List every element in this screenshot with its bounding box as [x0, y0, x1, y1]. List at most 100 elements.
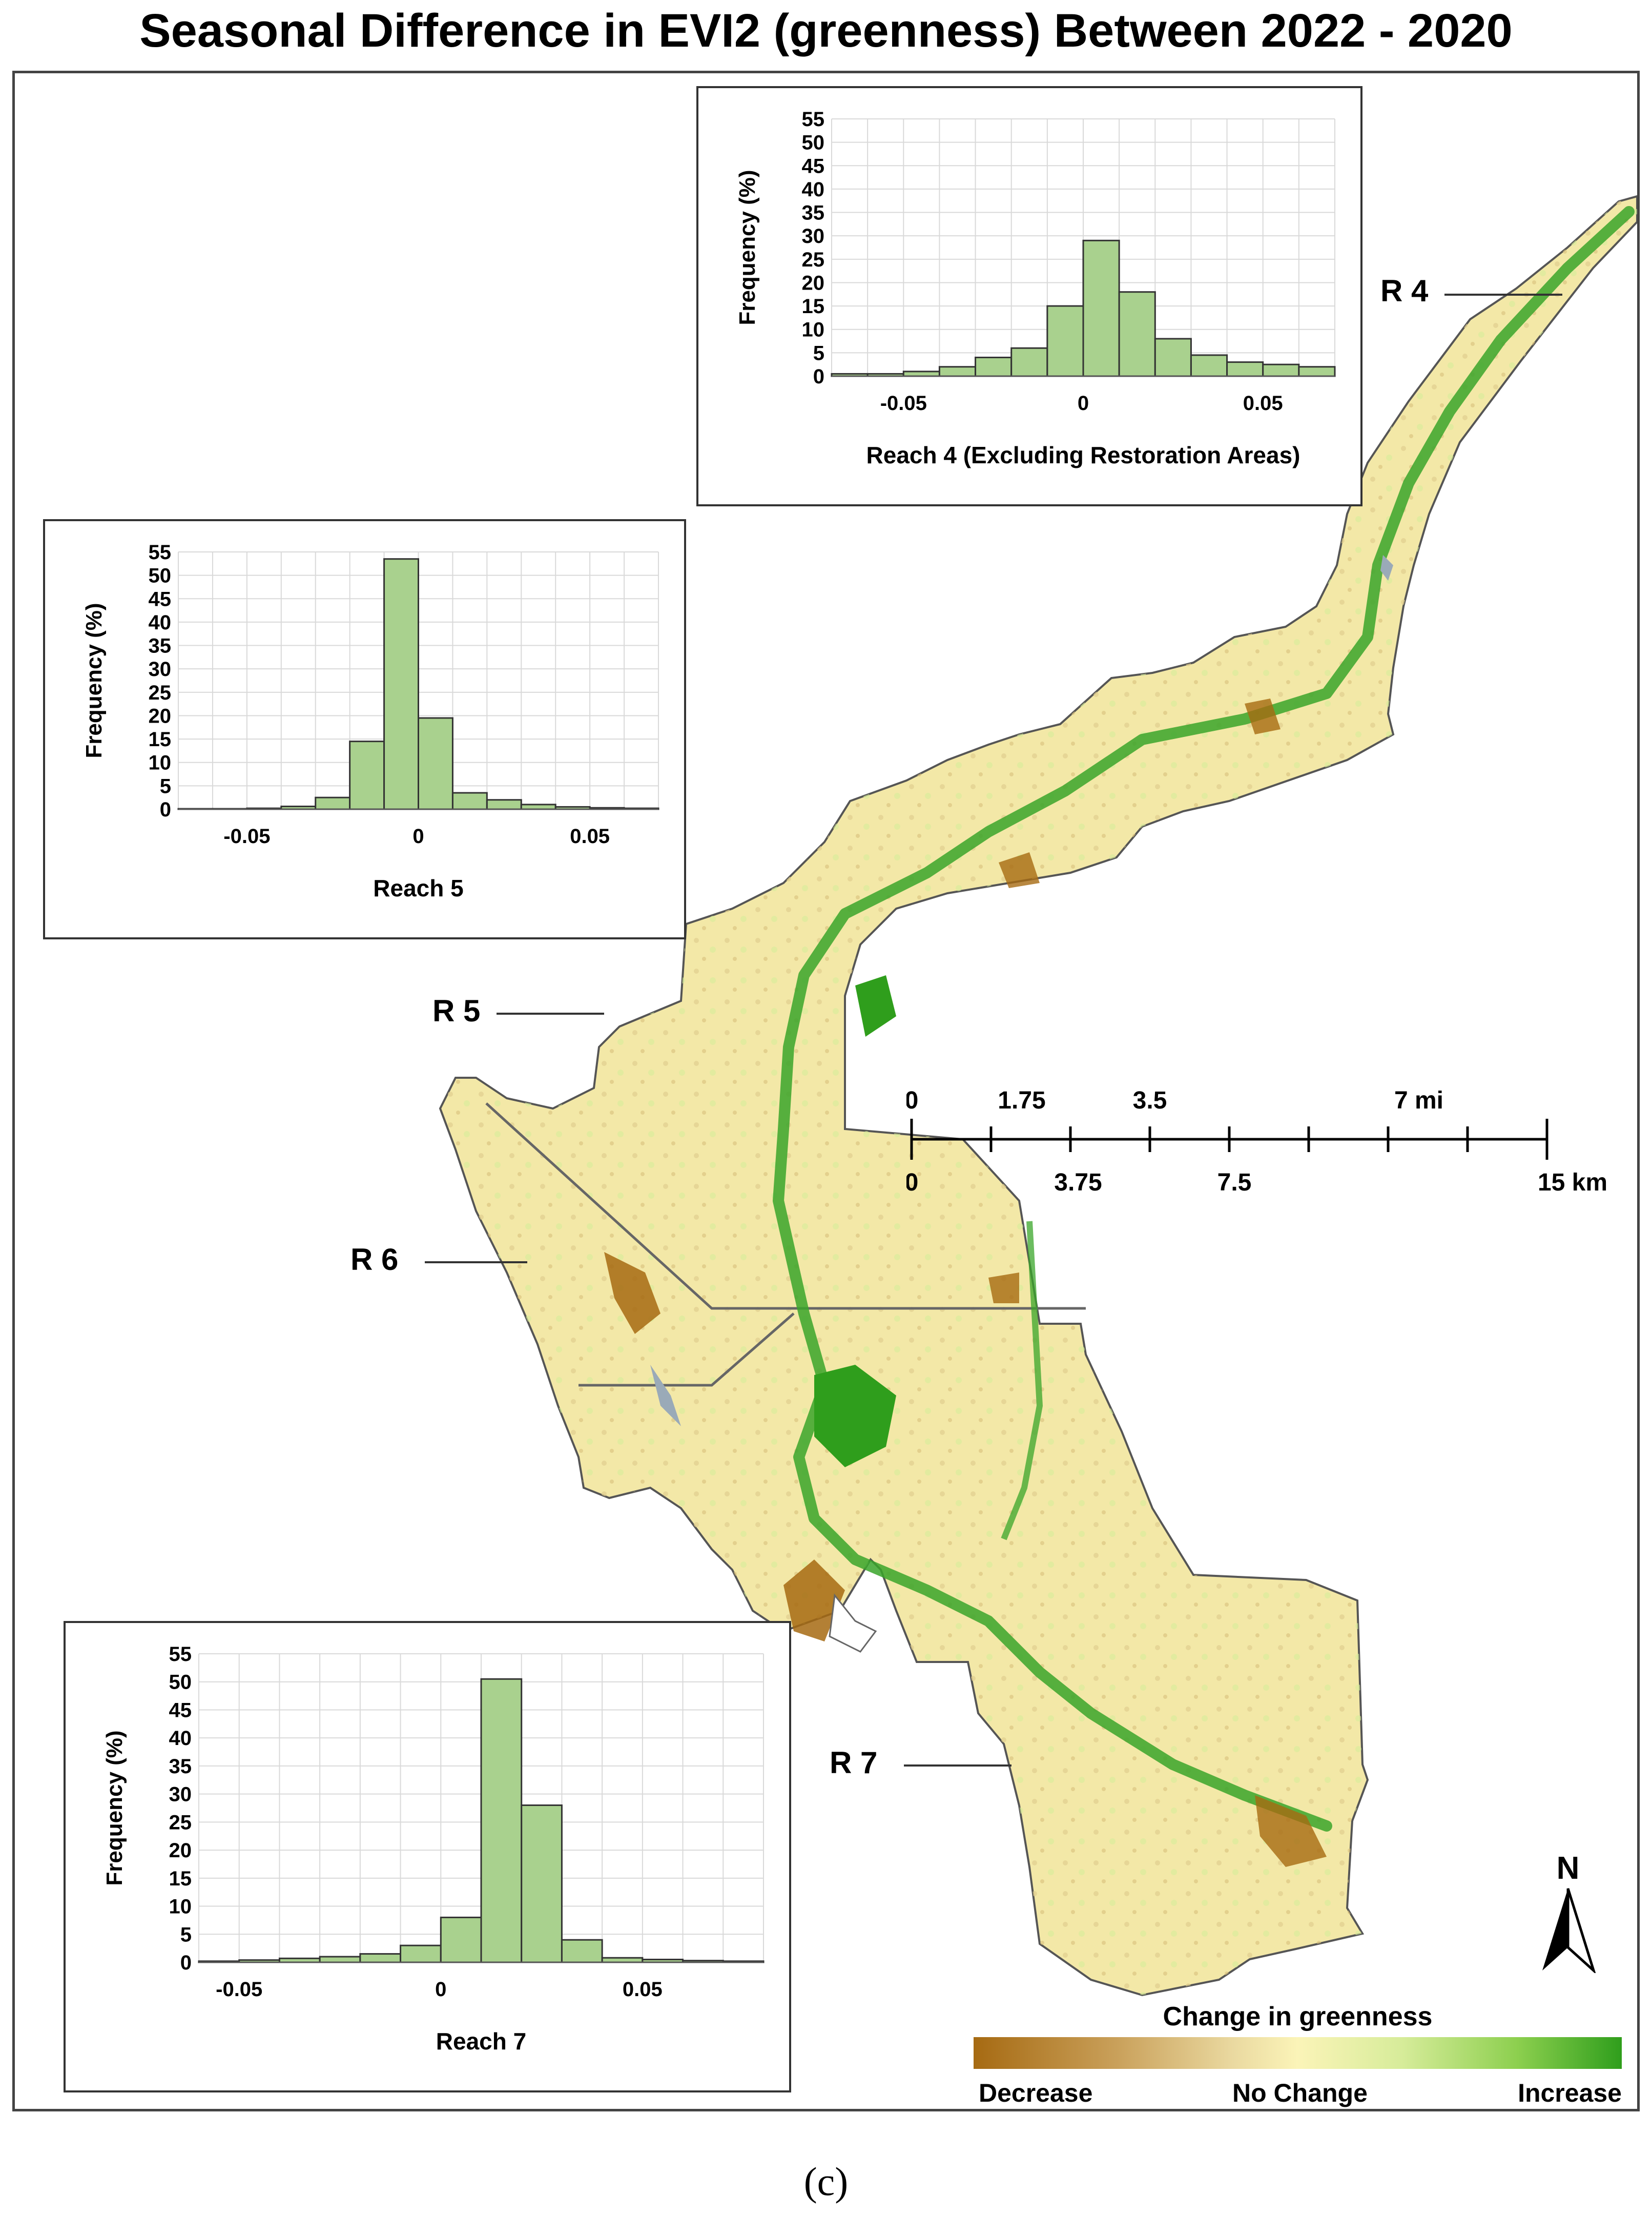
reach-leader-line [1444, 294, 1562, 296]
y-tick-label: 45 [802, 155, 825, 177]
histogram-inset-reach-7: 0 5 10 15 20 25 30 35 40 45 50 55 -0.05 0 0.05 Reach 7 F… [64, 1621, 791, 2092]
y-tick-label: 0 [160, 798, 171, 821]
north-arrow: N [1532, 1850, 1604, 1973]
legend-title: Change in greenness [1163, 2002, 1433, 2031]
scale-top-label: 7 mi [1394, 1087, 1443, 1114]
histogram-bar [1226, 361, 1264, 377]
y-tick-label: 50 [802, 132, 825, 154]
y-tick-label: 5 [160, 775, 171, 797]
y-axis-label: Frequency (%) [102, 1730, 127, 1885]
histogram-inset-reach-4: 0 5 10 15 20 25 30 35 40 45 50 55 -0.05 0 0.05 Reach 4 … [696, 86, 1362, 506]
y-tick-label: 20 [149, 705, 172, 727]
y-tick-label: 10 [169, 1896, 192, 1918]
histogram-bar [400, 1944, 442, 1963]
y-tick-label: 55 [169, 1643, 192, 1666]
x-axis-label: Reach 4 (Excluding Restoration Areas) [866, 442, 1300, 468]
decrease-patch [1245, 699, 1281, 734]
reach-boundary-line [485, 1102, 1086, 1310]
x-tick-label: -0.05 [880, 392, 927, 415]
north-arrow-icon [1542, 1888, 1596, 1973]
map-frame: R 4 R 5 R 6 R 7 0 5 10 15 20 25 30 35 40 45 50 55 -0… [12, 71, 1640, 2111]
legend-color-ramp [974, 2037, 1622, 2069]
x-tick-label: 0.05 [1243, 392, 1283, 415]
y-tick-label: 5 [180, 1923, 192, 1946]
y-tick-label: 0 [813, 365, 824, 388]
y-tick-label: 30 [802, 225, 825, 248]
map-title: Seasonal Difference in EVI2 (greenness) … [139, 5, 1513, 57]
green-wetland [814, 1365, 896, 1467]
decrease-patch [1255, 1795, 1327, 1867]
reach-leader-line [904, 1764, 1011, 1767]
histogram-bar [486, 799, 522, 810]
y-tick-label: 30 [149, 658, 172, 681]
histogram-reach-7: 0 5 10 15 20 25 30 35 40 45 50 55 -0.05 0 0.05 Reach 7 F… [102, 1643, 765, 2055]
y-tick-label: 35 [802, 202, 825, 224]
x-tick-label: 0 [435, 1978, 446, 2001]
histogram-bar [319, 1956, 361, 1963]
x-axis-label: Reach 5 [373, 875, 463, 901]
y-tick-label: 25 [802, 249, 825, 271]
histogram-bar [440, 1916, 482, 1963]
y-tick-label: 25 [169, 1811, 192, 1834]
x-axis-label: Reach 7 [436, 2028, 526, 2055]
x-tick-label: 0.05 [623, 1978, 663, 2001]
x-tick-label: -0.05 [216, 1978, 262, 2001]
legend-low-label: Decrease [979, 2079, 1093, 2107]
reach-leader-line [497, 1013, 604, 1015]
histogram-bar [938, 366, 977, 377]
y-axis-label: Frequency (%) [735, 170, 760, 325]
y-tick-label: 15 [802, 295, 825, 318]
histogram-bar [349, 741, 385, 810]
reach-boundary-line [579, 1312, 795, 1387]
decrease-patch [988, 1272, 1019, 1303]
scale-top-label: 0 [906, 1087, 918, 1114]
scale-bar-graphic: 0 1.75 3.5 7 mi 0 3.75 7.5 15 km [905, 1087, 1607, 1196]
legend: Change in greenness Decrease No Change I… [974, 2001, 1622, 2124]
y-tick-label: 50 [149, 565, 172, 587]
scale-bottom-label: 7.5 [1217, 1169, 1252, 1196]
scale-bottom-label: 3.75 [1054, 1169, 1102, 1196]
scale-top-label: 1.75 [998, 1087, 1045, 1114]
x-tick-label: 0.05 [570, 825, 610, 848]
histogram-bar [975, 356, 1013, 377]
histogram-bar [418, 717, 453, 810]
y-tick-label: 20 [169, 1839, 192, 1862]
y-tick-label: 10 [802, 319, 825, 341]
histogram-bar [1010, 347, 1048, 377]
histogram-bar [1082, 239, 1120, 377]
y-tick-label: 25 [149, 682, 172, 704]
histogram-bar [1118, 291, 1156, 377]
river-tributary [1001, 1221, 1043, 1541]
y-tick-label: 30 [169, 1783, 192, 1806]
histogram-bar [561, 1939, 603, 1963]
histogram-bar [1262, 363, 1300, 377]
y-tick-label: 15 [169, 1867, 192, 1890]
legend-mid-label: No Change [1232, 2079, 1368, 2107]
legend-high-label: Increase [1518, 2079, 1622, 2107]
reach-label-r5: R 5 [432, 994, 481, 1028]
histogram-bar [383, 558, 419, 810]
y-tick-label: 45 [149, 588, 172, 610]
histogram-bar [359, 1953, 402, 1963]
y-tick-label: 50 [169, 1671, 192, 1694]
y-tick-label: 40 [169, 1727, 192, 1750]
x-tick-label: 0 [1078, 392, 1089, 415]
water-feature [650, 1365, 681, 1426]
y-tick-label: 15 [149, 728, 172, 751]
y-tick-label: 40 [802, 178, 825, 201]
y-tick-label: 45 [169, 1699, 192, 1721]
histogram-bar [451, 792, 488, 810]
y-tick-label: 40 [149, 611, 172, 634]
scale-top-label: 3.5 [1133, 1087, 1167, 1114]
scale-bottom-label: 15 km [1538, 1169, 1607, 1196]
histogram-bar [1154, 338, 1192, 377]
river-corridor [773, 206, 1635, 1832]
y-tick-label: 5 [813, 342, 824, 364]
water-feature [1380, 555, 1393, 581]
y-tick-label: 20 [802, 272, 825, 294]
reach-label-r4: R 4 [1380, 274, 1429, 308]
histogram-bar [1190, 354, 1228, 377]
